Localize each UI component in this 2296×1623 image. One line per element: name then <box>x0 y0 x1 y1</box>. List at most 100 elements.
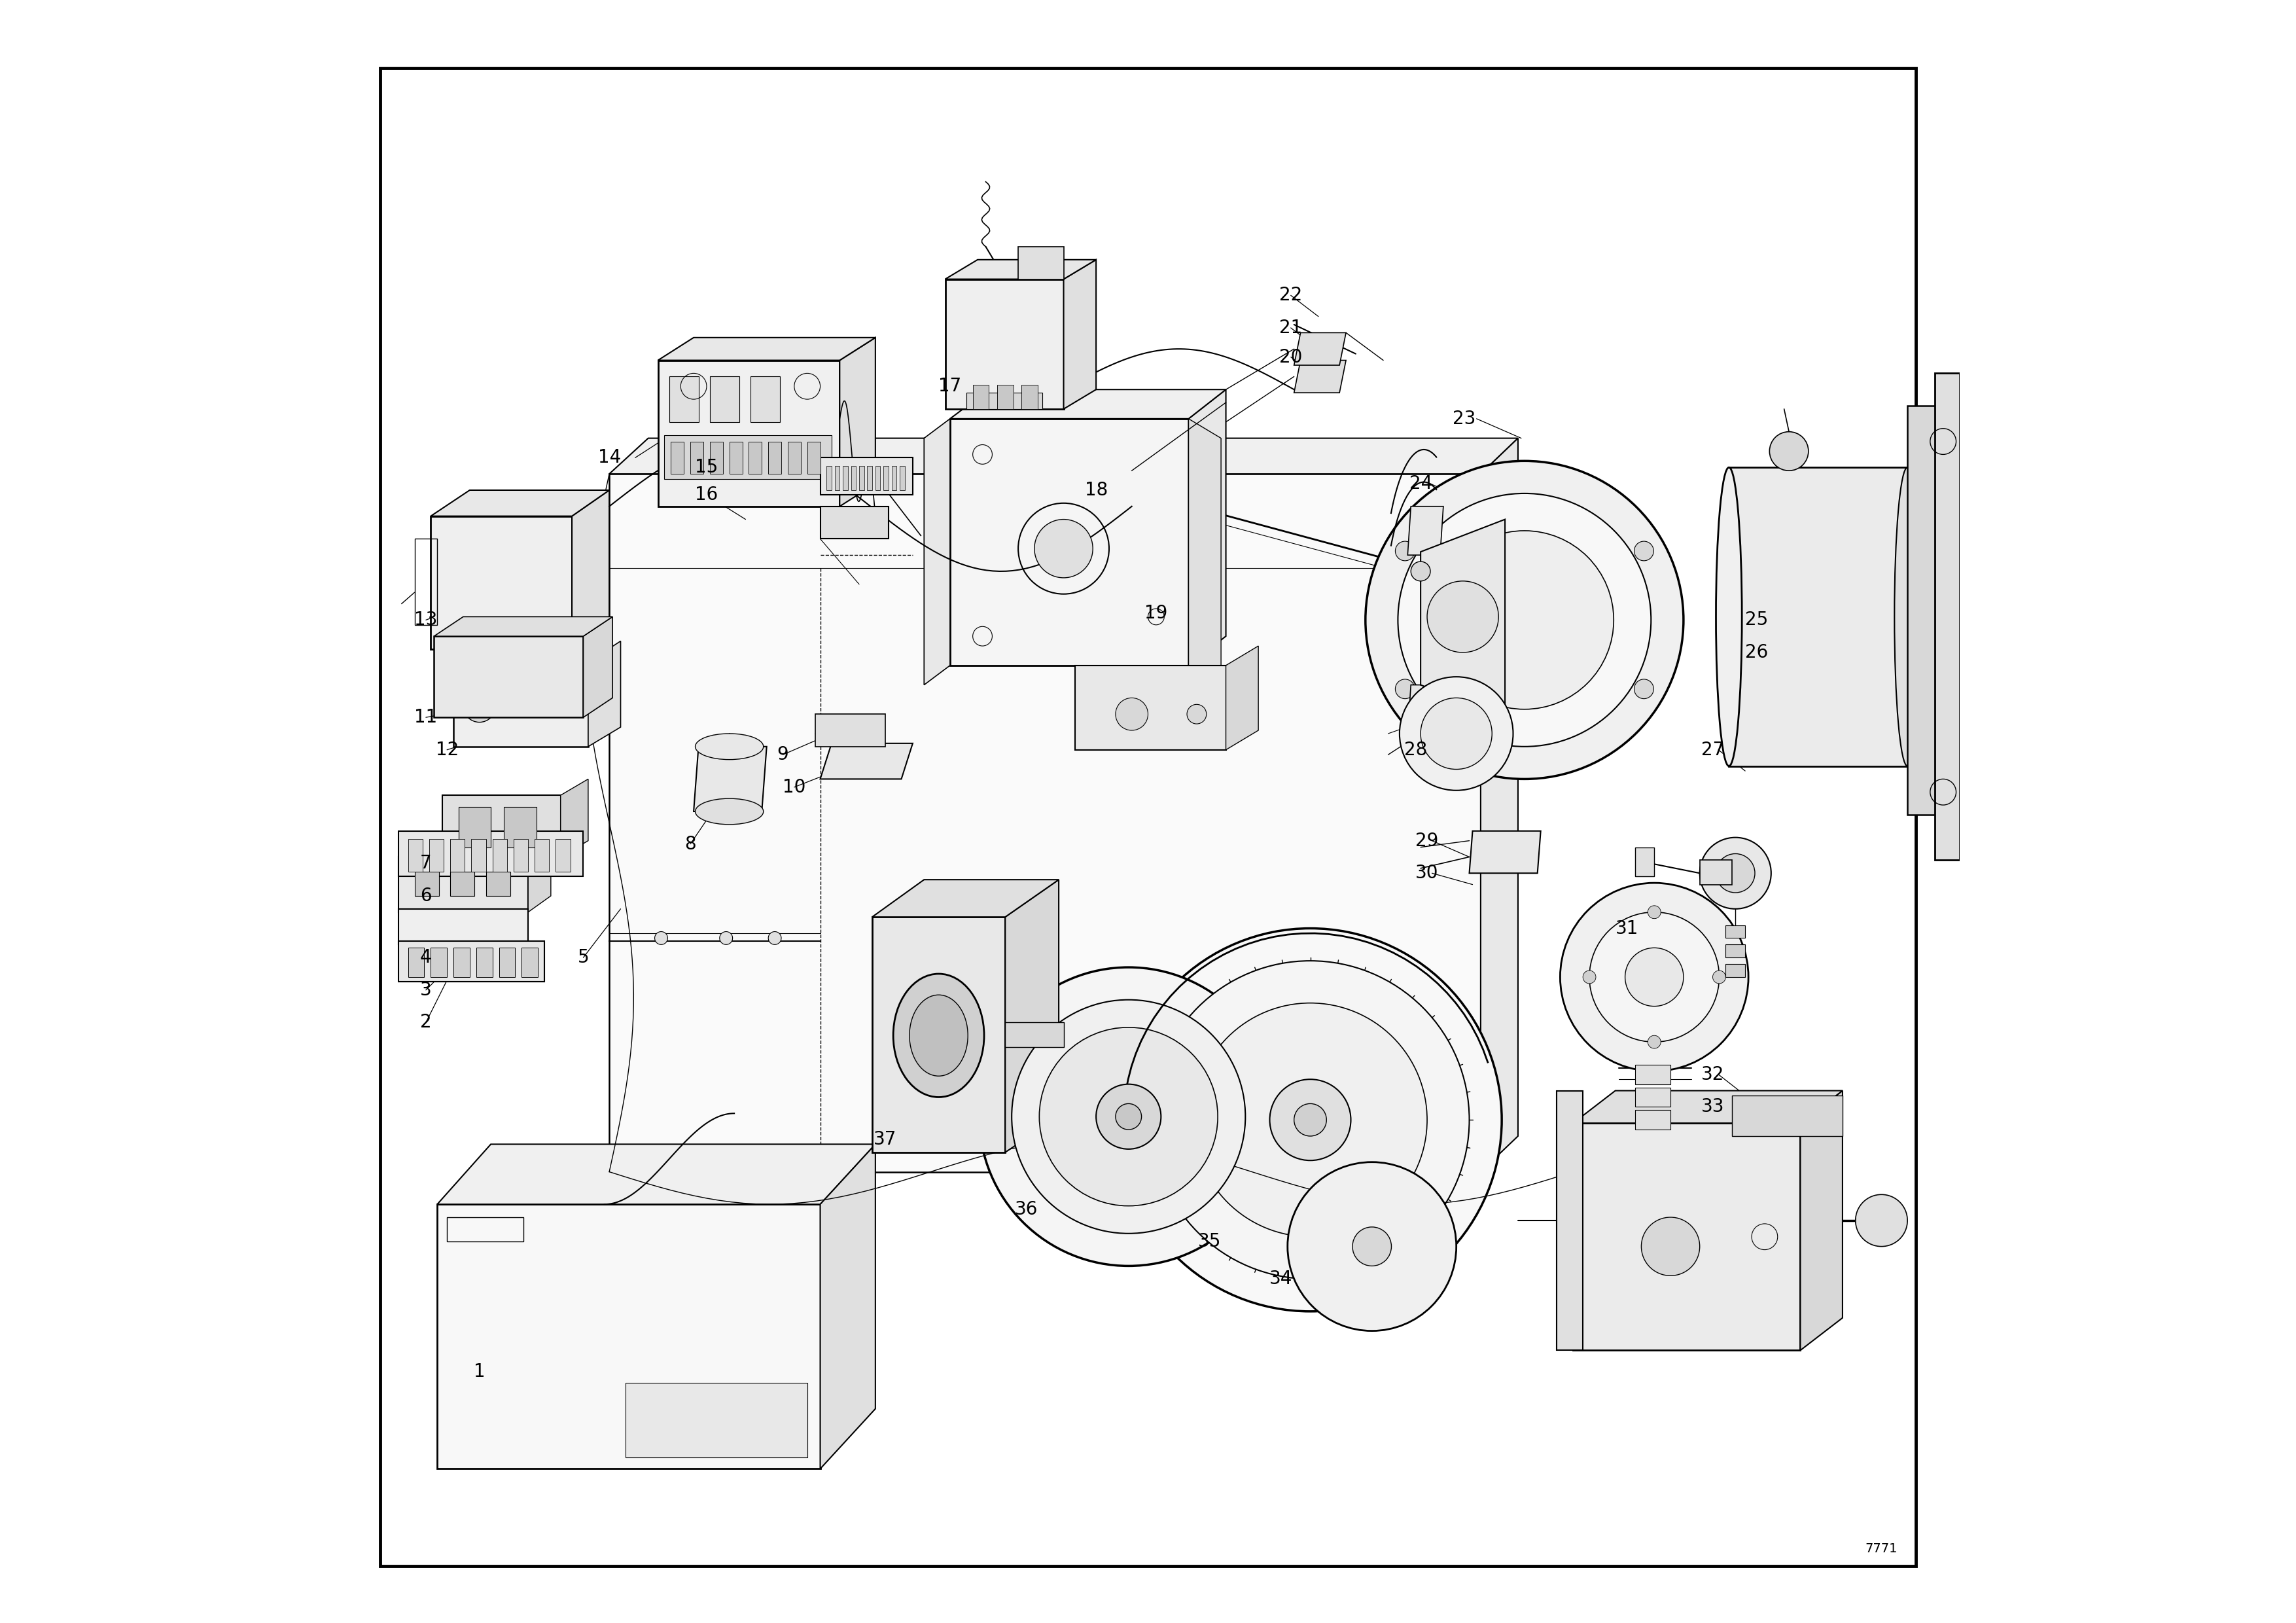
Bar <box>450 872 475 896</box>
Text: 24: 24 <box>1410 474 1433 493</box>
Text: 17: 17 <box>939 377 962 396</box>
Polygon shape <box>397 857 528 912</box>
Polygon shape <box>1729 467 1908 766</box>
Circle shape <box>1642 1217 1699 1276</box>
Circle shape <box>1150 961 1469 1279</box>
Polygon shape <box>1006 1022 1063 1047</box>
Bar <box>868 466 872 490</box>
Circle shape <box>1118 928 1502 1311</box>
Text: 11: 11 <box>413 708 439 727</box>
Polygon shape <box>432 490 608 516</box>
Polygon shape <box>1731 1096 1841 1136</box>
Polygon shape <box>1226 646 1258 750</box>
Polygon shape <box>840 338 875 506</box>
Text: 2: 2 <box>420 1013 432 1032</box>
Circle shape <box>1040 1027 1217 1206</box>
Ellipse shape <box>696 799 762 824</box>
Bar <box>709 377 739 422</box>
Polygon shape <box>1063 260 1095 409</box>
Polygon shape <box>820 458 914 495</box>
Circle shape <box>1635 542 1653 562</box>
Circle shape <box>1366 461 1683 779</box>
Ellipse shape <box>1715 467 1743 766</box>
Circle shape <box>1561 883 1747 1071</box>
Polygon shape <box>951 419 1189 665</box>
Text: 3: 3 <box>420 980 432 1000</box>
Bar <box>1727 945 1745 958</box>
Circle shape <box>1013 1000 1244 1233</box>
Text: 35: 35 <box>1199 1232 1221 1251</box>
Bar <box>1727 964 1745 977</box>
Circle shape <box>1270 1079 1350 1160</box>
Polygon shape <box>1481 438 1518 1172</box>
Polygon shape <box>872 880 1058 917</box>
Polygon shape <box>1421 519 1504 717</box>
Bar <box>852 466 856 490</box>
Circle shape <box>719 932 732 945</box>
Polygon shape <box>560 779 588 857</box>
Polygon shape <box>659 338 875 360</box>
Polygon shape <box>820 506 889 539</box>
Polygon shape <box>397 909 528 945</box>
Text: 23: 23 <box>1453 409 1476 428</box>
Circle shape <box>1035 519 1093 578</box>
Polygon shape <box>664 435 831 479</box>
Bar <box>475 948 491 977</box>
Polygon shape <box>434 617 613 636</box>
Bar <box>808 441 820 474</box>
Circle shape <box>1715 854 1754 893</box>
Bar <box>891 466 895 490</box>
Polygon shape <box>1573 1091 1841 1123</box>
Polygon shape <box>1908 406 1940 815</box>
Bar <box>459 807 491 847</box>
Circle shape <box>1649 906 1660 919</box>
Polygon shape <box>1557 1091 1582 1350</box>
Text: 32: 32 <box>1701 1065 1724 1084</box>
Polygon shape <box>659 360 840 506</box>
Bar <box>827 466 831 490</box>
Text: 4: 4 <box>420 948 432 967</box>
Bar <box>730 441 742 474</box>
Polygon shape <box>583 617 613 717</box>
Bar <box>416 872 439 896</box>
Ellipse shape <box>696 734 762 760</box>
Polygon shape <box>967 393 1042 409</box>
Text: 25: 25 <box>1745 610 1768 630</box>
Bar <box>670 377 698 422</box>
Bar <box>1635 1087 1671 1107</box>
Polygon shape <box>820 1144 875 1469</box>
Polygon shape <box>1075 665 1226 750</box>
Polygon shape <box>608 474 1481 1172</box>
Circle shape <box>1428 581 1499 652</box>
Bar <box>409 948 425 977</box>
Circle shape <box>1194 1003 1428 1237</box>
Polygon shape <box>1189 419 1221 685</box>
Polygon shape <box>572 490 608 649</box>
Text: 14: 14 <box>597 448 620 467</box>
Text: 1: 1 <box>473 1362 484 1381</box>
Circle shape <box>1116 1104 1141 1130</box>
Polygon shape <box>946 260 1095 279</box>
Text: 18: 18 <box>1084 480 1107 500</box>
Polygon shape <box>1407 506 1444 555</box>
Text: 29: 29 <box>1417 831 1440 850</box>
Polygon shape <box>815 714 886 747</box>
Text: 26: 26 <box>1745 643 1768 662</box>
Text: 34: 34 <box>1270 1269 1293 1289</box>
Circle shape <box>1401 677 1513 790</box>
Bar <box>769 441 781 474</box>
Bar <box>432 948 448 977</box>
Circle shape <box>1626 948 1683 1006</box>
Text: 31: 31 <box>1614 919 1639 938</box>
Text: 22: 22 <box>1279 286 1302 305</box>
Circle shape <box>1410 562 1430 581</box>
Ellipse shape <box>1894 467 1919 766</box>
Circle shape <box>1855 1195 1908 1246</box>
Polygon shape <box>820 743 914 779</box>
Bar <box>1727 925 1745 938</box>
Bar <box>487 872 510 896</box>
Text: 20: 20 <box>1279 347 1302 367</box>
Bar <box>996 385 1013 409</box>
Polygon shape <box>1407 685 1444 734</box>
Text: 28: 28 <box>1405 740 1428 760</box>
